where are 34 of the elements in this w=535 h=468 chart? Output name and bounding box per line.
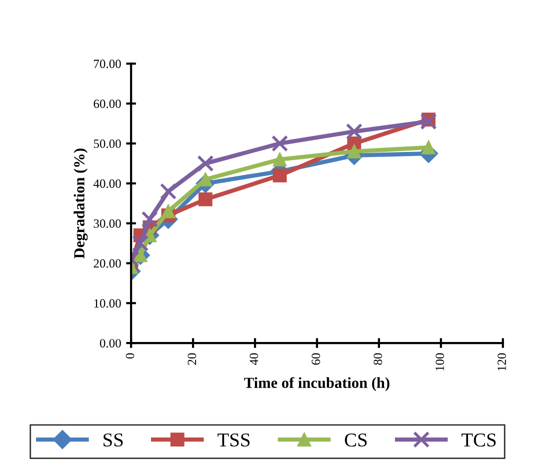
point <box>161 204 176 218</box>
y-tick-label: 40.00 <box>93 179 121 188</box>
legend-label: CS <box>344 433 367 447</box>
point <box>346 123 363 140</box>
point <box>422 140 436 154</box>
x-tick-label: 20 <box>188 353 196 365</box>
point <box>141 210 158 228</box>
y-tick-label: 50.00 <box>94 140 121 148</box>
point <box>272 152 287 166</box>
y-tick-label: 20.00 <box>94 259 121 268</box>
y-axis-title: Degradation (%) <box>74 148 88 258</box>
y-tick-label: 60.00 <box>94 100 121 108</box>
point <box>198 192 212 206</box>
y-tick-label: 30.00 <box>94 219 121 228</box>
y-tick-label: 70.00 <box>94 60 121 68</box>
x-axis-title: Time of incubation (h) <box>244 377 390 392</box>
legend-label: TSS <box>218 433 250 447</box>
x-tick-label: 0 <box>126 353 134 359</box>
x-tick-label: 40 <box>250 353 258 366</box>
point <box>420 113 437 130</box>
x-tick-label: 80 <box>374 353 382 365</box>
point <box>271 135 288 152</box>
point <box>272 168 287 182</box>
x-tick-label: 60 <box>312 353 320 365</box>
y-tick-label: 10.00 <box>94 299 121 308</box>
x-tick-label: 120 <box>498 353 506 370</box>
x-tick-label: 100 <box>436 353 444 370</box>
y-tick-label: 0.00 <box>100 339 121 348</box>
legend-label: TCS <box>462 433 496 447</box>
point <box>347 144 362 158</box>
point <box>160 183 177 200</box>
point <box>132 234 149 252</box>
legend-label: SS <box>104 433 123 447</box>
point <box>197 155 214 172</box>
